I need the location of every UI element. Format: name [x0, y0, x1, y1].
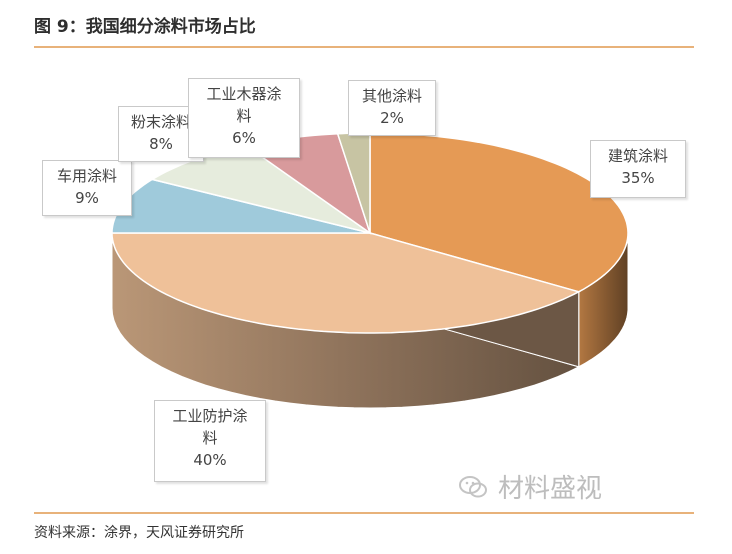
watermark-text: 材料盛视 — [498, 474, 603, 504]
pie-slice-top — [111, 232, 581, 334]
callout-value: 40% — [193, 451, 227, 469]
callout-name: 建筑涂料 — [607, 147, 668, 165]
callout-name: 车用涂料 — [56, 167, 117, 185]
figure-title: 图 9：我国细分涂料市场占比 — [34, 17, 256, 37]
callout-name: 工业防护涂 — [172, 407, 248, 425]
callout-value: 9% — [75, 189, 99, 207]
callout-label: 其他涂料 2% — [348, 80, 436, 136]
callout-name: 工业木器涂 — [206, 85, 282, 103]
callout-value: 8% — [149, 135, 173, 153]
callout-name-cont: 料 — [202, 429, 218, 447]
callout-name-cont: 料 — [236, 107, 252, 125]
callout-name: 其他涂料 — [361, 87, 422, 105]
callout-value: 2% — [380, 109, 404, 127]
callout-label: 工业木器涂 料 6% — [188, 78, 300, 158]
top-rule — [34, 46, 694, 48]
callout-name: 粉末涂料 — [130, 113, 191, 131]
wechat-icon — [459, 476, 487, 498]
callout-value: 35% — [621, 169, 655, 187]
callout-label: 工业防护涂 料 40% — [154, 400, 266, 482]
bottom-rule — [34, 512, 694, 514]
callout-label: 建筑涂料 35% — [590, 140, 686, 198]
callout-label: 车用涂料 9% — [42, 160, 132, 216]
callout-value: 6% — [232, 129, 256, 147]
source-note: 资料来源：涂界，天风证券研究所 — [34, 525, 244, 541]
